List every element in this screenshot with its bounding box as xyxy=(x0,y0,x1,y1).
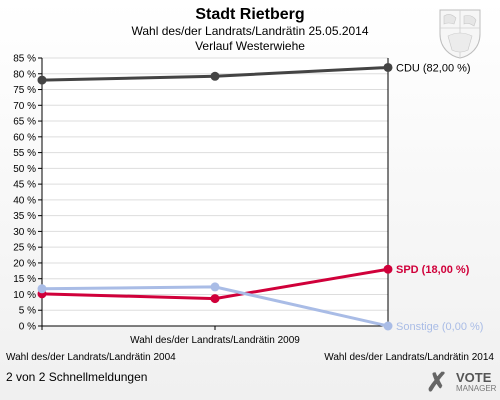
y-tick-label: 65 % xyxy=(13,117,36,128)
logo-text-manager: MANAGER xyxy=(456,384,497,393)
y-axis-ticks: 0 % 5 % 10 % 15 % 20 % 25 % 30 % 35 % 40 % 45 % 50… xyxy=(13,54,36,333)
y-tick-label: 10 % xyxy=(13,290,36,301)
data-point-sonstige xyxy=(37,284,47,294)
y-tick-label: 5 % xyxy=(19,306,36,317)
data-point-cdu xyxy=(37,75,47,85)
logo-check-icon: ✗ xyxy=(426,367,448,397)
y-tick-label: 30 % xyxy=(13,227,36,238)
chart-subtitle-2: Verlauf Westerwiehe xyxy=(195,39,305,53)
data-point-spd xyxy=(210,294,220,304)
y-tick-label: 85 % xyxy=(13,54,36,65)
y-tick-label: 80 % xyxy=(13,69,36,80)
series-end-label-spd: SPD (18,00 %) xyxy=(396,264,470,276)
data-point-spd xyxy=(383,264,393,274)
y-tick-label: 70 % xyxy=(13,101,36,112)
x-tick-label: Wahl des/der Landrats/Landrätin 2009 xyxy=(130,335,300,346)
y-tick-label: 45 % xyxy=(13,180,36,191)
grid xyxy=(38,57,389,327)
y-tick-label: 75 % xyxy=(13,85,36,96)
x-tick-label: Wahl des/der Landrats/Landrätin 2004 xyxy=(6,352,176,363)
y-tick-label: 60 % xyxy=(13,132,36,143)
data-point-sonstige xyxy=(383,321,393,331)
y-tick-label: 50 % xyxy=(13,164,36,175)
series-lines: CDU (82,00 %) SPD (18,00 %) Sonstige (0,00… xyxy=(37,62,483,333)
y-tick-label: 25 % xyxy=(13,243,36,254)
series-end-label-sonstige: Sonstige (0,00 %) xyxy=(396,321,483,333)
chart-subtitle: Wahl des/der Landrats/Landrätin 25.05.20… xyxy=(131,24,368,38)
votemanager-logo: ✗ VOTE MANAGER xyxy=(426,368,496,396)
coat-of-arms-icon xyxy=(439,9,481,59)
data-point-cdu xyxy=(383,62,393,72)
plot-area xyxy=(42,58,388,326)
chart-title: Stadt Rietberg xyxy=(195,6,304,23)
footer-meldungen: 2 von 2 Schnellmeldungen xyxy=(6,370,148,384)
x-tick-label: Wahl des/der Landrats/Landrätin 2014 xyxy=(324,352,494,363)
y-tick-label: 0 % xyxy=(19,322,36,333)
logo-text-vote: VOTE xyxy=(456,370,492,385)
series-end-label-cdu: CDU (82,00 %) xyxy=(396,62,471,74)
y-tick-label: 55 % xyxy=(13,148,36,159)
y-tick-label: 35 % xyxy=(13,211,36,222)
y-tick-label: 15 % xyxy=(13,274,36,285)
data-point-sonstige xyxy=(210,282,220,292)
y-tick-label: 40 % xyxy=(13,195,36,206)
data-point-cdu xyxy=(210,71,220,81)
y-tick-label: 20 % xyxy=(13,258,36,269)
